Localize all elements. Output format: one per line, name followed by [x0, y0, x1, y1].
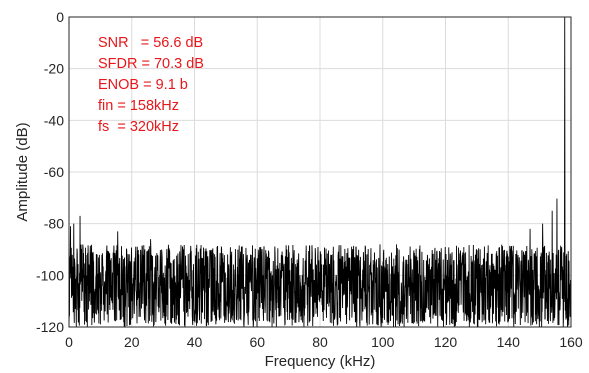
- x-tick-label: 60: [249, 334, 265, 350]
- annotation-fin: fin = 158kHz: [98, 98, 179, 114]
- y-tick-label: -20: [44, 61, 64, 77]
- grid: [69, 17, 571, 327]
- x-axis-label: Frequency (kHz): [265, 353, 376, 370]
- x-tick-label: 100: [371, 334, 395, 350]
- y-tick-label: -120: [36, 319, 64, 335]
- x-tick-label: 160: [559, 334, 583, 350]
- x-tick-label: 140: [497, 334, 521, 350]
- x-tick-label: 120: [434, 334, 458, 350]
- y-tick-label: 0: [56, 9, 64, 25]
- x-tick-label: 0: [65, 334, 73, 350]
- annotation-fs: fs = 320kHz: [98, 119, 179, 135]
- x-tick-label: 80: [312, 334, 328, 350]
- x-tick-label: 40: [187, 334, 203, 350]
- x-tick-label: 20: [124, 334, 140, 350]
- y-tick-label: -100: [36, 267, 64, 283]
- annotation-sfdr: SFDR = 70.3 dB: [98, 56, 204, 72]
- annotation-enob: ENOB = 9.1 b: [98, 77, 188, 93]
- y-tick-label: -80: [44, 216, 64, 232]
- spectrum-line: [68, 16, 572, 327]
- annotation-snr: SNR = 56.6 dB: [98, 35, 203, 51]
- plot-frame: [68, 16, 572, 328]
- spectrum-trace: [68, 16, 572, 327]
- x-tick-labels: 0 20 40 60 80 100 120 140 160: [65, 334, 583, 350]
- y-tick-label: -60: [44, 164, 64, 180]
- y-tick-labels: 0 -20 -40 -60 -80 -100 -120: [36, 9, 64, 335]
- y-axis-label: Amplitude (dB): [14, 122, 31, 221]
- y-tick-label: -40: [44, 112, 64, 128]
